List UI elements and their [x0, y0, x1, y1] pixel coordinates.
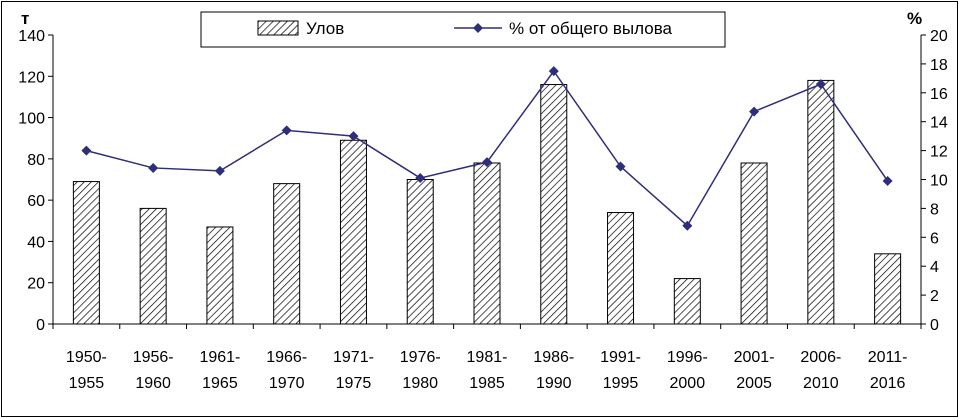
line-point-marker: [348, 131, 359, 142]
legend: Улов % от общего вылова: [200, 11, 726, 48]
x-tick-label-line1: 1991-: [600, 349, 641, 366]
x-tick-label-line2: 2000: [670, 375, 706, 392]
x-tick-label-line2: 1975: [336, 375, 372, 392]
bar: [339, 139, 367, 325]
bar: [72, 181, 100, 325]
x-tick-label: 1950- 1955: [66, 349, 107, 392]
x-tick-label-line1: 1956-: [133, 349, 174, 366]
left-tick-label: 60: [27, 193, 45, 210]
right-tick-label: 16: [930, 86, 948, 103]
line-point-marker: [815, 79, 826, 90]
left-tick-label: 100: [18, 111, 45, 128]
line-point-marker: [615, 161, 626, 172]
x-tick-label-line2: 2016: [870, 375, 906, 392]
bar: [139, 207, 167, 325]
line-point-marker: [749, 106, 760, 117]
right-tick-label: 8: [930, 201, 939, 218]
x-tick-label: 1956- 1960: [133, 349, 174, 392]
x-tick-label-line1: 1950-: [66, 349, 107, 366]
right-axis-unit: %: [907, 9, 922, 28]
bar: [273, 183, 301, 325]
x-tick-label: 1996- 2000: [667, 349, 708, 392]
left-tick-label: 140: [18, 28, 45, 45]
x-tick-label: 1966- 1970: [266, 349, 307, 392]
line-series: [81, 66, 893, 231]
x-tick-label: 2011- 2016: [868, 349, 908, 392]
x-tick-label-line1: 1981-: [467, 349, 508, 366]
left-tick-label: 0: [36, 317, 45, 334]
x-tick-label: 1986- 1990: [533, 349, 574, 392]
x-tick-label: 1961- 1965: [199, 349, 240, 392]
x-tick-label-line2: 1965: [202, 375, 238, 392]
right-tick-label: 0: [930, 317, 939, 334]
left-axis-unit: т: [21, 9, 29, 28]
bar: [673, 278, 701, 325]
x-tick-label-line1: 2006-: [800, 349, 841, 366]
line-point-marker: [81, 145, 92, 156]
left-tick-label: 20: [27, 276, 45, 293]
right-tick-label: 14: [930, 115, 948, 132]
right-tick-label: 18: [930, 57, 948, 74]
legend-marker-swatch: [473, 23, 483, 33]
bar: [473, 162, 501, 325]
bar: [874, 253, 902, 325]
x-tick-label-line2: 1990: [536, 375, 572, 392]
x-tick-label-line1: 1986-: [533, 349, 574, 366]
bar-series: [72, 79, 902, 325]
line-point-marker: [281, 125, 292, 136]
tick-labels: 0 20 40 60 80 100 120 140 0 2 4 6 8 10 12 14 16 18 20 1950-…: [18, 28, 948, 392]
legend-label-bars: Улов: [306, 19, 344, 38]
line-point-marker: [415, 173, 426, 184]
x-tick-label-line1: 1966-: [266, 349, 307, 366]
x-tick-label: 1981- 1985: [467, 349, 508, 392]
x-tick-label-line2: 2005: [736, 375, 772, 392]
left-tick-label: 40: [27, 234, 45, 251]
left-tick-label: 80: [27, 152, 45, 169]
x-tick-label-line2: 2010: [803, 375, 839, 392]
x-tick-label: 2001- 2005: [734, 349, 775, 392]
x-tick-label-line1: 1971-: [333, 349, 374, 366]
line-point-marker: [482, 157, 492, 168]
right-tick-label: 12: [930, 144, 948, 161]
line-point-marker: [214, 165, 225, 176]
legend-bar-swatch: [257, 20, 299, 36]
bar: [406, 179, 434, 325]
x-tick-label: 2006- 2010: [800, 349, 841, 392]
right-tick-label: 4: [930, 259, 939, 276]
x-tick-label-line1: 1961-: [199, 349, 240, 366]
line-point-marker: [548, 66, 559, 77]
x-tick-label-line1: 1976-: [400, 349, 441, 366]
x-tick-label-line2: 1970: [269, 375, 305, 392]
x-tick-label-line2: 1980: [402, 375, 438, 392]
right-tick-label: 6: [930, 230, 939, 247]
bar: [206, 226, 234, 325]
x-tick-label: 1971- 1975: [333, 349, 374, 392]
x-tick-label-line2: 1985: [469, 375, 505, 392]
right-tick-label: 10: [930, 173, 948, 190]
bar: [607, 212, 635, 325]
line-point-marker: [682, 220, 693, 231]
x-tick-label-line2: 1995: [603, 375, 639, 392]
x-tick-label-line2: 1960: [135, 375, 171, 392]
bar: [740, 162, 768, 325]
x-tick-label: 1991- 1995: [600, 349, 641, 392]
line-point-marker: [882, 175, 893, 186]
bar: [807, 79, 835, 325]
bar: [540, 84, 568, 325]
line-point-marker: [148, 162, 159, 173]
x-tick-label-line1: 2001-: [734, 349, 775, 366]
legend-label-line: % от общего вылова: [509, 19, 673, 38]
left-tick-label: 120: [18, 69, 45, 86]
x-tick-label: 1976- 1980: [400, 349, 441, 392]
right-tick-label: 2: [930, 288, 939, 305]
x-tick-label-line1: 1996-: [667, 349, 708, 366]
x-tick-label-line1: 2011-: [868, 349, 908, 366]
right-tick-label: 20: [930, 28, 948, 45]
x-tick-label-line2: 1955: [69, 375, 105, 392]
